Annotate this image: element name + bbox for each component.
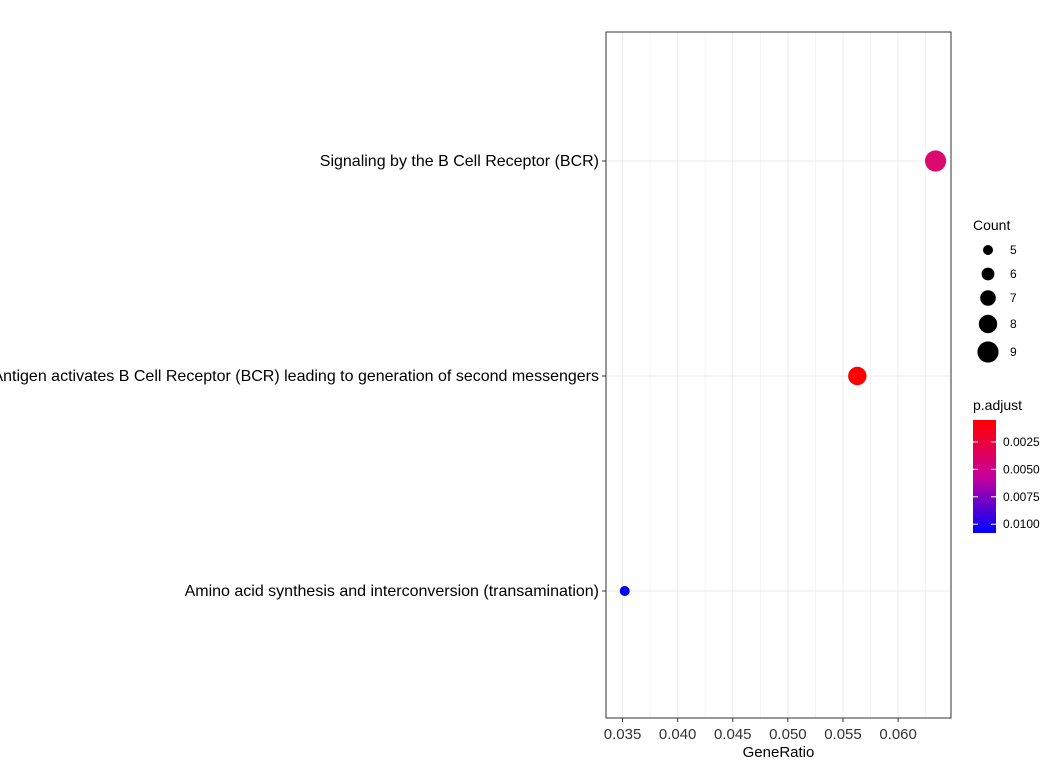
grid-lines bbox=[606, 32, 951, 718]
padj-tick-label: 0.0100 bbox=[1003, 517, 1040, 531]
data-points bbox=[619, 150, 947, 596]
count-legend-dot bbox=[980, 290, 996, 306]
x-tick-label: 0.060 bbox=[879, 726, 917, 743]
padj-tick-label: 0.0050 bbox=[1003, 462, 1040, 476]
padj-legend-ticks: 0.0025 0.0050 0.0075 0.0100 bbox=[973, 435, 1040, 531]
count-legend-dot bbox=[978, 314, 998, 334]
count-legend-label: 8 bbox=[1010, 317, 1017, 331]
x-tick-label: 0.040 bbox=[659, 726, 697, 743]
x-tick-label: 0.045 bbox=[714, 726, 752, 743]
y-tick-label: Antigen activates B Cell Receptor (BCR) … bbox=[0, 368, 599, 385]
count-legend-label: 6 bbox=[1010, 267, 1017, 281]
padj-tick-label: 0.0075 bbox=[1003, 490, 1040, 504]
count-legend-label: 7 bbox=[1010, 291, 1017, 305]
count-legend-label: 5 bbox=[1010, 243, 1017, 257]
count-legend-dot bbox=[983, 245, 993, 255]
plot-panel-border bbox=[605, 31, 952, 719]
padj-tick-label: 0.0025 bbox=[1003, 435, 1040, 449]
y-axis: Signaling by the B Cell Receptor (BCR) An… bbox=[0, 153, 606, 600]
data-point bbox=[924, 150, 947, 172]
y-tick-label: Signaling by the B Cell Receptor (BCR) bbox=[320, 153, 599, 170]
count-legend-title: Count bbox=[973, 217, 1010, 233]
padj-colorbar bbox=[973, 420, 996, 533]
count-legend-items: 5 6 7 8 9 bbox=[977, 243, 1017, 363]
count-legend-dot bbox=[977, 341, 999, 363]
padj-legend-title: p.adjust bbox=[973, 397, 1022, 413]
x-tick-label: 0.055 bbox=[824, 726, 862, 743]
count-legend: Count 5 6 7 8 9 bbox=[973, 217, 1017, 363]
data-point bbox=[619, 586, 630, 596]
x-tick-label: 0.035 bbox=[604, 726, 642, 743]
count-legend-label: 9 bbox=[1010, 345, 1017, 359]
padj-legend: p.adjust 0.0025 0.0050 0.0075 0.0100 bbox=[973, 397, 1040, 533]
data-point bbox=[848, 366, 867, 386]
count-legend-dot bbox=[981, 267, 995, 281]
y-tick-label: Amino acid synthesis and interconversion… bbox=[185, 583, 599, 600]
x-axis-title: GeneRatio bbox=[743, 744, 815, 761]
x-tick-label: 0.050 bbox=[769, 726, 807, 743]
plot-panel-background bbox=[606, 32, 951, 718]
x-axis: 0.035 0.040 0.045 0.050 0.055 0.060 bbox=[604, 718, 917, 743]
